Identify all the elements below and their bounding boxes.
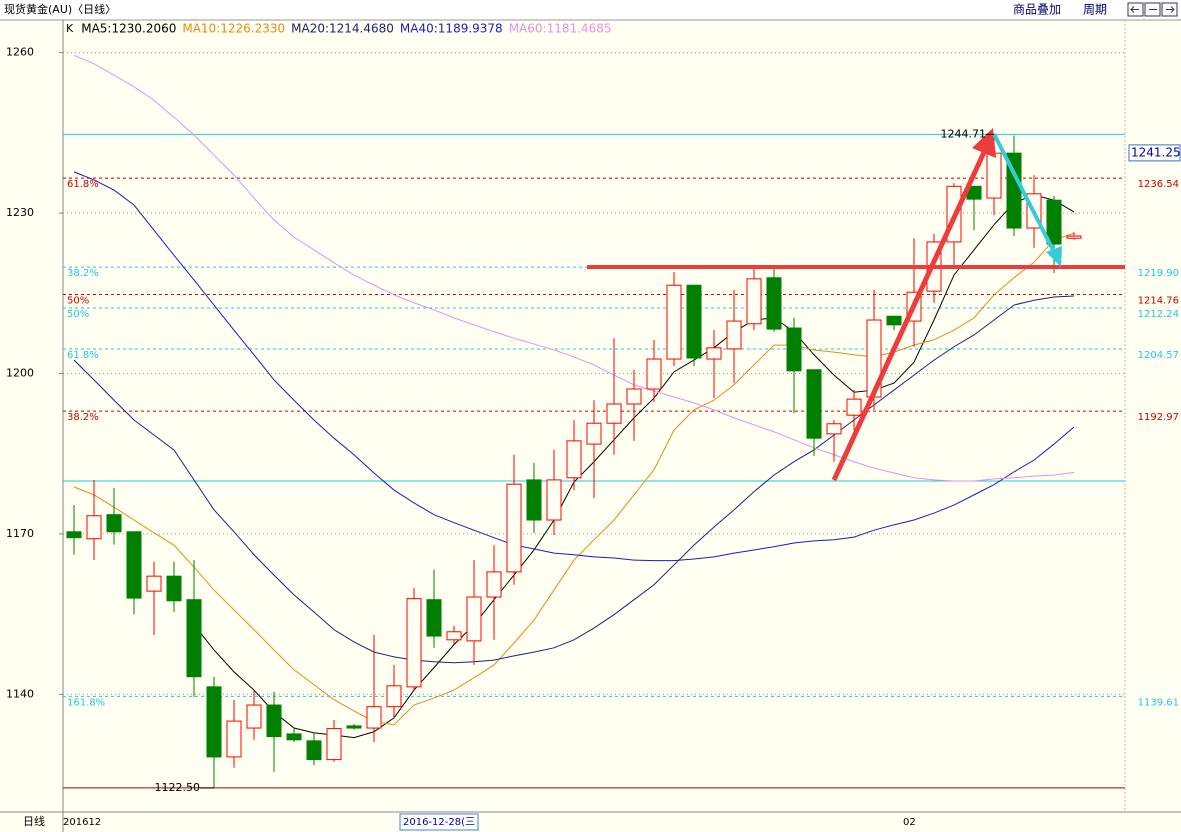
high-label: 1244.71 [941,127,987,140]
candle-body [1066,235,1082,239]
candle-body [166,575,182,602]
fib-price: 1192.97 [1138,412,1179,423]
candle-body [146,575,162,592]
candle-body [486,571,502,598]
down-arrow-drawing [992,133,1062,267]
fib-ratio: 61.8% [67,179,99,190]
arrow-head [1046,246,1062,267]
candle-body [186,599,202,678]
candle-body [66,531,82,539]
candle-body [306,740,322,761]
candle-body [86,515,102,540]
candle-body [106,514,122,533]
candle-body [606,403,622,424]
candle-body [806,369,822,439]
candle-body [286,733,302,741]
candle-body [126,531,142,599]
legend-entry: MA60:1181.4685 [509,22,612,36]
x-tick-label: 2016-12-28(三 [403,817,475,828]
y-tick-label: 1140 [6,687,34,700]
candle-body [466,596,482,642]
candle-body [546,479,562,521]
fib-ratio: 161.8% [67,697,105,708]
candle-body [326,728,342,761]
legend-entry: MA20:1214.4680 [291,22,394,36]
kind-label: K [66,22,74,35]
candle-body [846,398,862,416]
candle-body [226,720,242,758]
fib-ratio: 61.8% [67,350,99,361]
candle-body [446,631,462,641]
candle-body [1046,199,1062,245]
fib-price: 1212.24 [1138,309,1179,320]
ma-line [73,54,1075,482]
cursor-date-box [399,813,479,831]
fib-price: 1139.61 [1138,697,1179,708]
ma-line [73,171,1075,562]
legend-entry: MA10:1226.2330 [182,22,285,36]
fib-price: 1214.76 [1138,296,1179,307]
candle-body [766,277,782,330]
candle-body [366,706,382,729]
x-tick-label: 02 [903,817,916,828]
up-arrow-drawing [831,128,996,482]
period-label: 日线 [23,814,45,828]
candle-body [706,347,722,360]
y-tick-label: 1170 [6,527,34,540]
fib-price: 1204.57 [1138,350,1179,361]
ma-line [73,232,1075,726]
candle-body [666,284,682,360]
fib-ratio: 38.2% [67,412,99,423]
fib-ratio: 50% [67,296,89,307]
title-bar [0,0,1181,20]
nav-buttons[interactable] [1127,2,1178,17]
candle-body [986,152,1002,199]
window-title: 现货黄金(AU)〈日线〉 [4,2,116,16]
candle-body [626,388,642,405]
candle-body [386,685,402,708]
candle-body [746,278,762,325]
candle-body [506,483,522,573]
candle-body [586,422,602,445]
candle-body [346,725,362,729]
y-tick-label: 1260 [6,46,34,59]
candle-body [406,598,422,688]
fib-price: 1236.54 [1138,179,1179,190]
candle-body [646,358,662,390]
btn-icons [1130,6,1175,13]
candle-body [726,320,742,350]
y-tick-label: 1230 [6,206,34,219]
candle-body [246,704,262,729]
arrow-shaft [992,133,1055,251]
candle-body [266,704,282,738]
candle-body [686,284,702,359]
menu-period[interactable]: 周期 [1083,3,1107,17]
candle-body [206,686,222,758]
ma-line [73,295,1075,664]
y-tick-label: 1200 [6,366,34,379]
legend-entry: MA40:1189.9378 [400,22,503,36]
candle-body [526,479,542,521]
menu-overlay[interactable]: 商品叠加 [1013,2,1061,17]
low-label: 1122.50 [155,781,201,794]
fib-ratio: 50% [67,309,89,320]
fib-price: 1219.90 [1138,268,1179,279]
legend-entry: MA5:1230.2060 [81,22,176,36]
cursor-price-box [1128,144,1181,162]
candle-body [786,327,802,372]
x-tick-label: 201612 [63,817,101,828]
candle-body [426,599,442,637]
candle-body [826,423,842,435]
fib-ratio: 38.2% [67,268,99,279]
cursor-price: 1241.25 [1131,145,1181,159]
candle-body [566,440,582,479]
candle-body [886,315,902,326]
arrow-shaft [831,148,988,482]
arrow-head [972,128,996,158]
